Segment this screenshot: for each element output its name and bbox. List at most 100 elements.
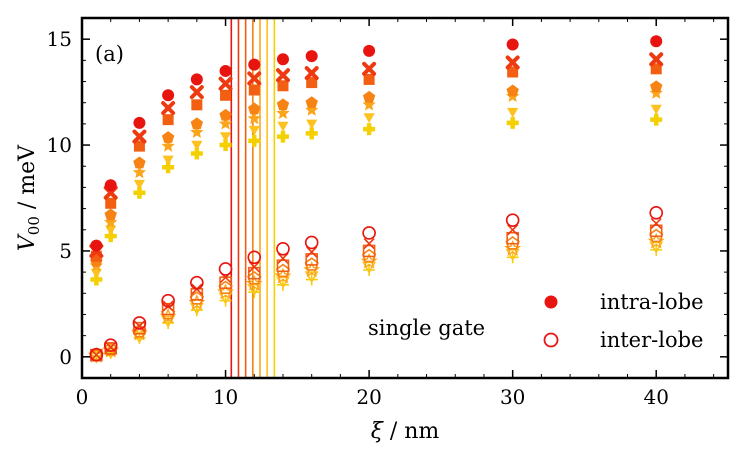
x-tick-label-1: 10 xyxy=(213,385,238,409)
data-point xyxy=(189,85,204,100)
data-point xyxy=(649,86,663,99)
series-intra-lobe-1 xyxy=(90,35,663,252)
data-point xyxy=(649,224,663,238)
x-axis-symbol: ξ xyxy=(371,419,385,444)
data-point xyxy=(305,103,319,116)
data-point xyxy=(362,97,376,111)
data-point xyxy=(104,215,118,229)
data-point xyxy=(248,58,261,71)
data-point xyxy=(132,165,147,179)
data-point xyxy=(275,276,290,289)
data-point xyxy=(305,273,318,286)
data-point xyxy=(220,89,232,101)
series-inter-lobe-6 xyxy=(89,241,664,364)
data-point xyxy=(649,241,664,254)
data-point xyxy=(507,66,519,78)
data-point xyxy=(506,38,519,51)
y-tick-label-0: 0 xyxy=(59,345,72,369)
data-point xyxy=(306,246,318,258)
data-point xyxy=(362,226,376,240)
data-point xyxy=(506,231,519,245)
data-point xyxy=(505,55,520,70)
data-point xyxy=(363,237,375,250)
panel-label: (a) xyxy=(95,42,124,66)
data-point xyxy=(277,80,289,92)
data-point xyxy=(248,84,260,96)
data-point xyxy=(161,131,175,143)
x-axis-unit: / nm xyxy=(383,419,440,444)
legend-marker-filled xyxy=(544,295,558,309)
data-point xyxy=(649,52,664,67)
y-tick-label-2: 10 xyxy=(47,133,72,157)
data-point xyxy=(104,179,117,192)
vertical-lines xyxy=(230,18,276,378)
data-point xyxy=(362,261,377,274)
x-tick-label-2: 20 xyxy=(356,385,381,409)
data-point xyxy=(649,206,664,220)
data-point xyxy=(104,208,117,221)
data-point xyxy=(191,140,203,151)
data-point xyxy=(218,76,233,91)
series-intra-lobe-6 xyxy=(90,104,662,279)
series-inter-lobe-5 xyxy=(87,232,665,363)
data-point xyxy=(650,35,663,48)
data-point xyxy=(305,50,318,63)
data-point xyxy=(161,293,175,308)
data-point xyxy=(363,123,376,136)
data-point xyxy=(277,121,289,132)
data-point xyxy=(247,250,262,265)
legend: intra-lobe inter-lobe xyxy=(543,290,704,352)
data-point xyxy=(162,89,175,102)
data-point xyxy=(132,316,147,330)
data-point xyxy=(219,64,232,77)
data-point xyxy=(219,294,232,307)
series-intra-lobe-2 xyxy=(89,52,664,258)
data-point xyxy=(650,63,662,75)
data-point xyxy=(248,134,261,147)
series-intra-lobe-5 xyxy=(89,86,663,272)
data-point xyxy=(507,107,519,118)
data-point xyxy=(650,80,663,93)
data-point xyxy=(650,217,662,229)
data-point xyxy=(191,99,203,111)
annotation-text: single gate xyxy=(368,316,485,340)
data-point xyxy=(363,44,376,57)
data-point xyxy=(304,271,319,284)
data-point xyxy=(506,84,519,97)
data-point xyxy=(190,275,204,290)
data-point xyxy=(219,132,232,143)
data-point xyxy=(248,261,260,273)
data-point xyxy=(305,253,318,266)
y-axis-label: V00 / meV xyxy=(15,144,43,251)
data-point xyxy=(133,321,146,335)
data-point xyxy=(133,140,145,152)
series-inter-lobe-4 xyxy=(89,228,664,362)
data-point xyxy=(362,61,377,76)
series-intra-lobe-3 xyxy=(90,63,662,262)
data-point xyxy=(132,129,147,144)
plot-frame xyxy=(80,16,730,380)
x-tick-label-3: 30 xyxy=(500,385,525,409)
data-point xyxy=(650,113,663,126)
data-point xyxy=(276,130,289,143)
data-point xyxy=(161,101,176,115)
data-point xyxy=(105,225,117,236)
data-points xyxy=(87,35,665,364)
data-point xyxy=(276,242,290,256)
data-point xyxy=(276,259,290,273)
data-point xyxy=(362,90,376,103)
series-inter-lobe-2 xyxy=(90,217,662,361)
data-point xyxy=(162,114,174,126)
axis-ticks: 0 10 20 30 40 0 5 10 15 xyxy=(47,17,728,409)
data-point xyxy=(247,71,262,86)
data-point xyxy=(276,98,290,111)
data-point xyxy=(133,320,145,332)
data-point xyxy=(90,239,103,252)
legend-label-inter-lobe: inter-lobe xyxy=(600,328,703,352)
data-point xyxy=(190,125,204,139)
data-point xyxy=(90,268,102,279)
data-point xyxy=(276,278,289,291)
data-point xyxy=(650,243,663,256)
data-point xyxy=(276,106,290,119)
